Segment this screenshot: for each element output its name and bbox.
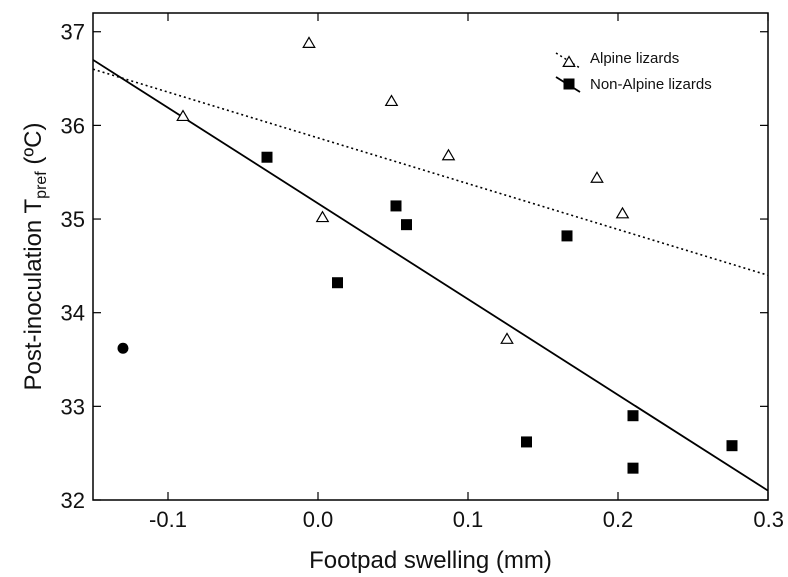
y-axis-title: Post-inoculation Tpref (ºC) — [20, 123, 50, 391]
point-non-alpine — [627, 410, 639, 422]
y-axis-title-unit: (ºC) — [20, 123, 47, 172]
x-tick-label: 0.3 — [753, 507, 784, 532]
y-tick-label: 36 — [61, 113, 85, 138]
point-non-alpine — [401, 219, 412, 231]
y-tick-label: 32 — [61, 488, 85, 513]
point-alpine — [384, 94, 399, 107]
y-tick-label: 35 — [61, 207, 85, 232]
legend: Alpine lizards Non-Alpine lizards — [555, 50, 712, 93]
x-axis: -0.1 0.0 0.1 0.2 0.3 — [149, 13, 784, 532]
data-points — [117, 36, 738, 474]
fit-lines — [93, 59, 768, 492]
y-axis: 32 33 34 35 36 37 — [61, 20, 768, 513]
point-non-alpine — [261, 151, 273, 163]
point-non-alpine — [390, 200, 402, 212]
legend-label-alpine: Alpine lizards — [590, 50, 679, 67]
x-tick-label: -0.1 — [149, 507, 187, 532]
point-alpine — [590, 171, 604, 183]
point-non-alpine — [561, 230, 573, 242]
fit-line-non-alpine — [93, 59, 768, 492]
point-alpine — [315, 210, 330, 223]
legend-marker-alpine — [562, 55, 576, 68]
plot-frame — [92, 12, 769, 501]
point-alpine — [302, 36, 316, 48]
point-alpine — [615, 206, 630, 219]
y-tick-label: 33 — [61, 394, 85, 419]
y-tick-label: 34 — [61, 301, 85, 326]
x-tick-label: 0.1 — [453, 507, 484, 532]
point-alpine — [441, 148, 456, 161]
x-tick-label: 0.2 — [603, 507, 634, 532]
x-axis-title: Footpad swelling (mm) — [309, 547, 552, 574]
y-axis-title-subscript: pref — [33, 171, 50, 199]
y-tick-label: 37 — [61, 20, 85, 45]
point-non-alpine — [726, 440, 738, 452]
point-alpine — [500, 332, 514, 344]
fit-line-alpine — [93, 68, 768, 276]
legend-label-non-alpine: Non-Alpine lizards — [590, 76, 712, 93]
point-alpine — [176, 109, 190, 122]
point-non-alpine — [627, 462, 639, 474]
y-axis-title-main: Post-inoculation T — [20, 199, 47, 391]
legend-marker-non-alpine — [563, 78, 575, 90]
x-tick-label: 0.0 — [303, 507, 334, 532]
point-non-alpine — [521, 436, 532, 448]
point-non-alpine — [332, 277, 343, 289]
point-outlier — [117, 342, 129, 354]
